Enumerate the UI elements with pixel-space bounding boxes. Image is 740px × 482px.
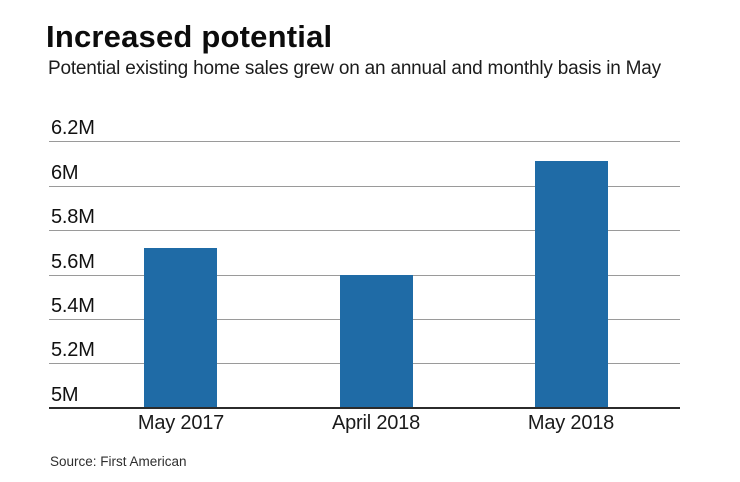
y-axis-label: 6M [51,162,79,184]
chart-title: Increased potential [46,19,333,54]
y-axis-label: 5.6M [51,251,95,273]
bar-may-2017 [144,248,217,407]
y-gridline [49,186,680,187]
x-axis-line [49,407,680,409]
y-gridline [49,141,680,142]
x-axis-label: April 2018 [331,412,421,434]
source-note: Source: First American [50,454,187,469]
y-axis-label: 5M [51,384,79,406]
x-axis-label: May 2017 [137,412,225,434]
y-axis-label: 5.4M [51,295,95,317]
chart-subtitle: Potential existing home sales grew on an… [48,58,661,79]
y-axis-label: 5.8M [51,206,95,228]
y-axis-label: 5.2M [51,339,95,361]
bar-april-2018 [340,275,413,407]
x-axis-label: May 2018 [527,412,615,434]
bar-may-2018 [535,161,608,407]
y-gridline [49,230,680,231]
y-axis-label: 6.2M [51,117,95,139]
